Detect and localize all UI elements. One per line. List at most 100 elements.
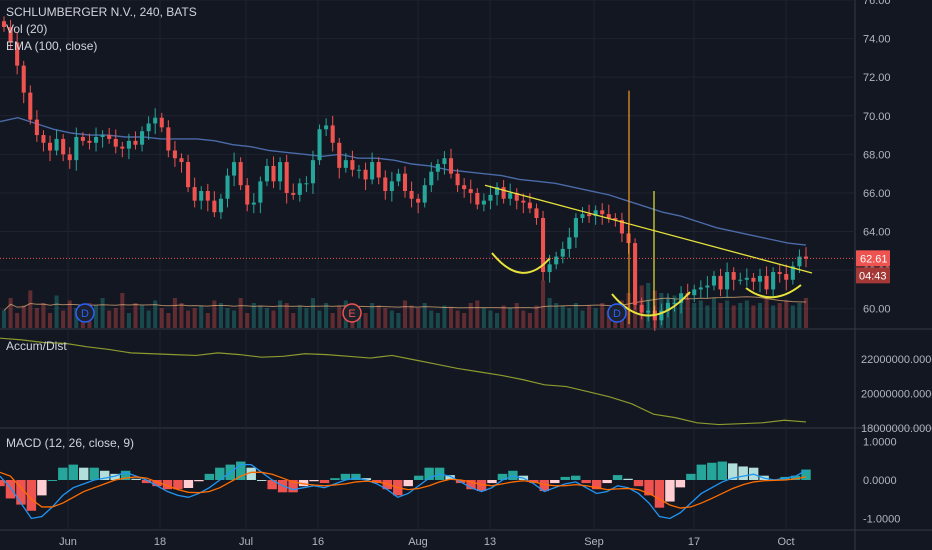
macd-histogram-bar bbox=[173, 480, 183, 490]
countdown-tag bbox=[856, 267, 890, 284]
y-tick-label: 1.0000 bbox=[863, 437, 897, 449]
candle-body bbox=[172, 150, 177, 159]
y-tick-label: 72.00 bbox=[863, 72, 891, 84]
legend-volume[interactable]: Vol (20) bbox=[6, 22, 48, 36]
y-tick-label: 18000000.0000 bbox=[861, 423, 932, 435]
last-price-label: 62.61 bbox=[860, 253, 888, 265]
macd-histogram-bar bbox=[550, 480, 560, 484]
volume-bar bbox=[429, 310, 434, 328]
x-tick-label: 17 bbox=[688, 536, 700, 548]
macd-histogram-bar bbox=[361, 478, 372, 480]
event-marker bbox=[607, 303, 627, 323]
candle-body bbox=[199, 191, 204, 201]
macd-histogram-bar bbox=[476, 480, 487, 492]
candle-body bbox=[324, 125, 329, 130]
candle-body bbox=[245, 185, 250, 205]
macd-histogram-bar bbox=[79, 467, 89, 480]
candle-body bbox=[541, 218, 546, 273]
macd-histogram-bar bbox=[256, 480, 267, 481]
countdown-label: 04:43 bbox=[859, 270, 887, 282]
volume-bar bbox=[41, 303, 46, 328]
macd-histogram-bar bbox=[5, 480, 16, 499]
candle-body bbox=[317, 129, 322, 161]
volume-bar bbox=[61, 310, 66, 328]
macd-histogram-bar bbox=[267, 480, 277, 490]
volume-bar bbox=[199, 305, 204, 328]
volume-bar bbox=[218, 303, 223, 328]
candle-body bbox=[80, 136, 85, 141]
volume-bar bbox=[567, 308, 572, 328]
macd-histogram-bar bbox=[194, 480, 204, 482]
volume-bar bbox=[587, 305, 592, 328]
candle-body bbox=[508, 192, 513, 199]
volume-bar bbox=[21, 305, 26, 328]
candle-body bbox=[310, 160, 316, 184]
volume-bar bbox=[554, 303, 559, 328]
macd-histogram-bar bbox=[633, 480, 644, 487]
legend-ema[interactable]: EMA (100, close) bbox=[6, 39, 98, 53]
candle-body bbox=[488, 194, 493, 201]
volume-bar bbox=[363, 313, 368, 328]
volume-bar bbox=[705, 305, 710, 328]
macd-histogram-bar bbox=[16, 480, 26, 505]
candle-body bbox=[738, 279, 743, 281]
legend-accum[interactable]: Accum/Dist bbox=[6, 339, 67, 353]
legend-macd[interactable]: MACD (12, 26, close, 9) bbox=[6, 436, 135, 450]
candle-body bbox=[547, 264, 552, 273]
candle-body bbox=[1, 21, 7, 28]
volume-bar bbox=[455, 310, 460, 328]
candle-body bbox=[133, 140, 138, 145]
volume-bar bbox=[771, 305, 776, 328]
volume-bar bbox=[337, 305, 342, 328]
candle-body bbox=[692, 289, 697, 296]
candle-body bbox=[633, 243, 638, 305]
candle-body bbox=[120, 146, 125, 149]
volume-bar bbox=[8, 298, 13, 328]
volume-bar bbox=[790, 305, 795, 328]
legend-title[interactable]: SCHLUMBERGER N.V., 240, BATS bbox=[6, 5, 197, 19]
macd-histogram-bar bbox=[183, 480, 194, 488]
macd-histogram-bar bbox=[487, 480, 497, 484]
candle-body bbox=[429, 171, 434, 186]
volume-bar bbox=[126, 313, 131, 328]
candle-body bbox=[462, 185, 467, 190]
event-marker bbox=[75, 303, 95, 323]
x-tick-label: Oct bbox=[777, 536, 794, 548]
candle-body bbox=[659, 310, 664, 321]
macd-histogram-bar bbox=[319, 480, 330, 484]
volume-bar bbox=[370, 303, 375, 328]
volume-bar bbox=[205, 313, 210, 328]
macd-histogram-bar bbox=[236, 461, 246, 480]
candle-body bbox=[271, 165, 276, 182]
candle-body bbox=[8, 27, 13, 43]
volume-bar bbox=[278, 300, 283, 328]
volume-bar bbox=[573, 303, 578, 328]
macd-histogram-bar bbox=[89, 467, 99, 480]
volume-bar bbox=[744, 300, 749, 328]
macd-histogram-bar bbox=[26, 480, 37, 511]
macd-histogram-bar bbox=[644, 480, 654, 496]
volume-bar bbox=[718, 303, 723, 328]
y-tick-label: 68.00 bbox=[863, 149, 891, 161]
volume-bar bbox=[396, 313, 401, 328]
volume-bar bbox=[74, 308, 79, 328]
candle-body bbox=[725, 272, 730, 290]
candle-body bbox=[126, 140, 131, 149]
volume-bar bbox=[422, 303, 427, 328]
y-tick-label: -1.0000 bbox=[863, 513, 900, 525]
macd-histogram-bar bbox=[120, 470, 131, 480]
macd-histogram-bar bbox=[215, 467, 225, 480]
candle-body bbox=[383, 177, 388, 192]
volume-bar bbox=[238, 298, 243, 328]
macd-histogram-bar bbox=[204, 473, 215, 480]
macd-histogram-bar bbox=[560, 476, 570, 480]
macd-histogram-bar bbox=[508, 470, 518, 480]
candle-body bbox=[159, 117, 164, 128]
candle-body bbox=[330, 125, 335, 143]
macd-histogram-bar bbox=[445, 475, 455, 480]
volume-bar bbox=[521, 310, 526, 328]
volume-bar bbox=[264, 308, 269, 328]
volume-bar bbox=[679, 300, 684, 328]
